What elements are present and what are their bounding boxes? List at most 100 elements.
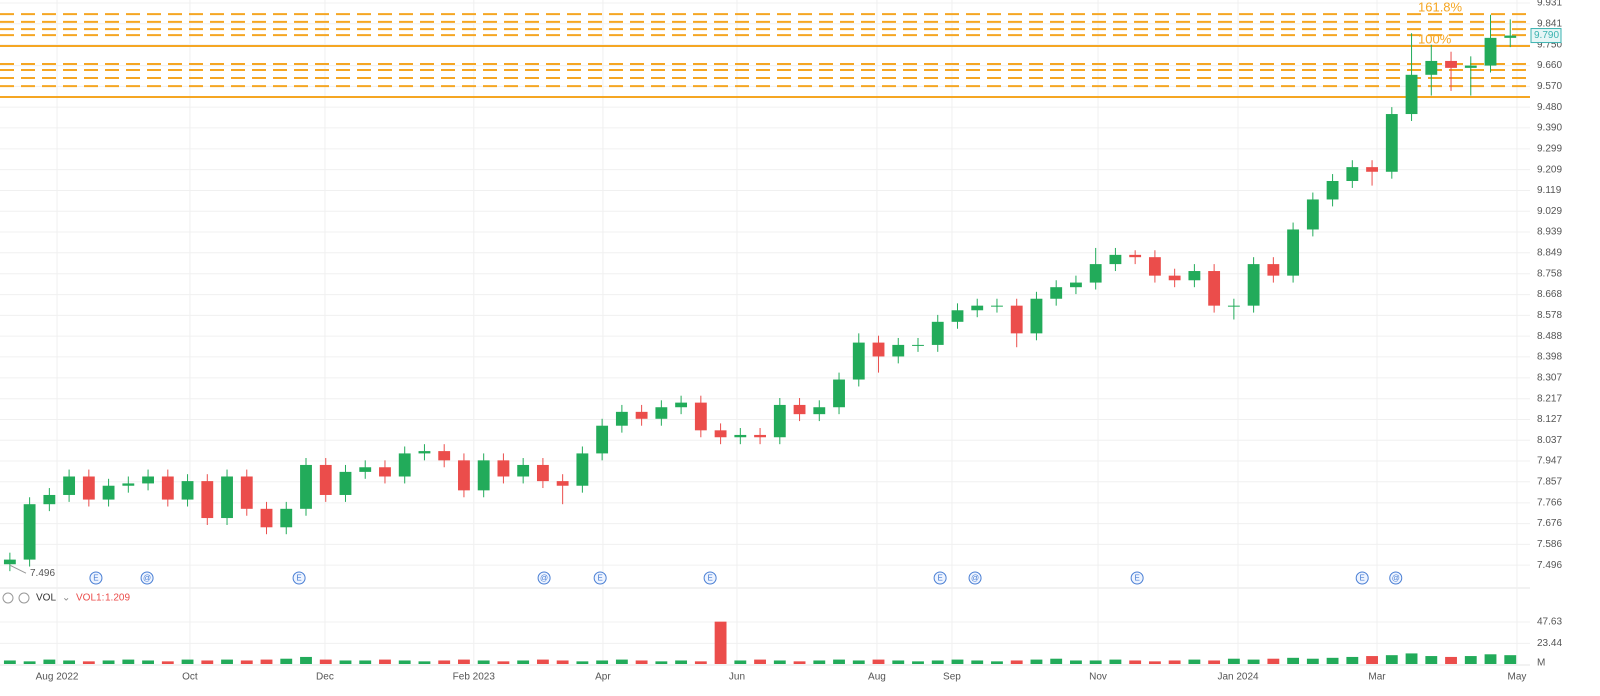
candle-body <box>102 485 115 500</box>
candle-body <box>1129 254 1142 258</box>
candle-body <box>951 310 964 322</box>
candle-body <box>694 402 707 431</box>
volume-bar <box>892 660 905 664</box>
candle-body <box>23 504 36 560</box>
event-label[interactable]: @ <box>971 574 979 583</box>
candle-body <box>892 344 905 357</box>
x-tick-label: Oct <box>182 672 198 683</box>
candle-body <box>576 453 589 486</box>
volume-toolbar: VOL ⌄ VOL1: 1.209 <box>2 592 130 604</box>
event-label[interactable]: E <box>707 574 712 583</box>
candle-body <box>379 467 391 477</box>
y-tick-label: 9.841 <box>1537 18 1562 29</box>
candle-body <box>1247 264 1260 306</box>
candle-body <box>438 451 451 461</box>
event-label[interactable]: E <box>937 574 942 583</box>
candle-body <box>813 407 826 415</box>
candle-body <box>833 379 845 408</box>
candle-body <box>1109 254 1122 265</box>
candle-body <box>319 464 332 495</box>
candle-body <box>1464 65 1477 68</box>
volume-bar <box>1030 659 1043 664</box>
candle-body <box>122 483 135 486</box>
dropdown[interactable]: ⌄ <box>62 593 70 604</box>
candle-body <box>1148 257 1161 276</box>
volume-bar <box>398 660 411 664</box>
volume-bar <box>536 659 549 664</box>
volume-bar <box>260 659 273 664</box>
volume-bar <box>1050 658 1063 664</box>
volume-bar <box>201 660 214 664</box>
volume-bar <box>161 661 174 664</box>
candle-body <box>655 407 668 419</box>
event-marker <box>1355 571 1369 585</box>
candle-body <box>1306 199 1319 230</box>
volume-bar <box>655 661 668 664</box>
volume-bar <box>694 661 707 664</box>
y-tick-label: 9.029 <box>1537 206 1562 217</box>
candle-body <box>635 411 648 419</box>
volume-bar <box>872 659 885 664</box>
event-label[interactable]: E <box>296 574 301 583</box>
volume-bar <box>221 659 233 664</box>
indicator-name[interactable]: VOL <box>36 593 56 604</box>
candle-body <box>458 460 470 491</box>
y-tick-label: 9.931 <box>1537 0 1562 9</box>
volume-bar <box>82 661 95 664</box>
volume-bar <box>1484 654 1497 664</box>
volume-bar <box>1010 660 1023 664</box>
volume-bar <box>1208 660 1221 664</box>
volume-bar <box>1287 657 1300 664</box>
candle-body <box>260 508 273 528</box>
volume-bar <box>240 660 253 664</box>
volume-bar <box>1227 658 1240 664</box>
volume-bar <box>102 660 115 664</box>
event-label[interactable]: E <box>597 574 602 583</box>
event-label[interactable]: @ <box>143 574 151 583</box>
settings-icon[interactable] <box>2 592 14 604</box>
event-marker <box>140 571 154 585</box>
candle-body <box>1050 287 1063 299</box>
candle-body <box>1267 264 1280 276</box>
fib-label: 100% <box>1418 31 1452 46</box>
event-marker <box>537 571 551 585</box>
event-label[interactable]: @ <box>540 574 548 583</box>
candle-body <box>82 476 95 500</box>
x-tick-label: Aug 2022 <box>36 672 79 683</box>
event-label[interactable]: E <box>1360 574 1365 583</box>
volume-bar <box>1306 658 1319 664</box>
volume-bar <box>379 659 391 664</box>
candle-body <box>615 411 628 426</box>
x-tick-label: Nov <box>1089 672 1107 683</box>
event-label[interactable]: E <box>1134 574 1139 583</box>
volume-bar <box>1168 660 1181 664</box>
candle-body <box>142 476 154 484</box>
x-tick-label: Apr <box>595 672 611 683</box>
candle-body <box>1445 60 1457 68</box>
volume-bar <box>576 661 589 664</box>
candle-body <box>497 460 510 477</box>
y-tick-label: 8.037 <box>1537 435 1562 446</box>
candle-body <box>161 476 174 500</box>
volume-bar <box>596 660 609 664</box>
candle-body <box>714 430 727 438</box>
y-tick-label: 8.849 <box>1537 247 1562 258</box>
event-label[interactable]: @ <box>1392 574 1400 583</box>
candle-body <box>556 481 569 486</box>
volume-bar <box>438 660 451 664</box>
volume-bar <box>813 660 826 664</box>
candle-body <box>43 494 56 505</box>
volume-bar <box>714 621 727 664</box>
candle-body <box>300 464 312 509</box>
candle-body <box>912 344 924 346</box>
event-label[interactable]: E <box>93 574 98 583</box>
volume-bar <box>319 659 332 664</box>
candle-body <box>1010 305 1023 334</box>
candle-body <box>398 453 411 477</box>
x-tick-label: Sep <box>943 672 961 683</box>
close-icon[interactable] <box>18 592 30 604</box>
candle-body <box>1227 305 1240 307</box>
volume-bar <box>1346 656 1359 664</box>
volume-bar <box>63 660 76 664</box>
